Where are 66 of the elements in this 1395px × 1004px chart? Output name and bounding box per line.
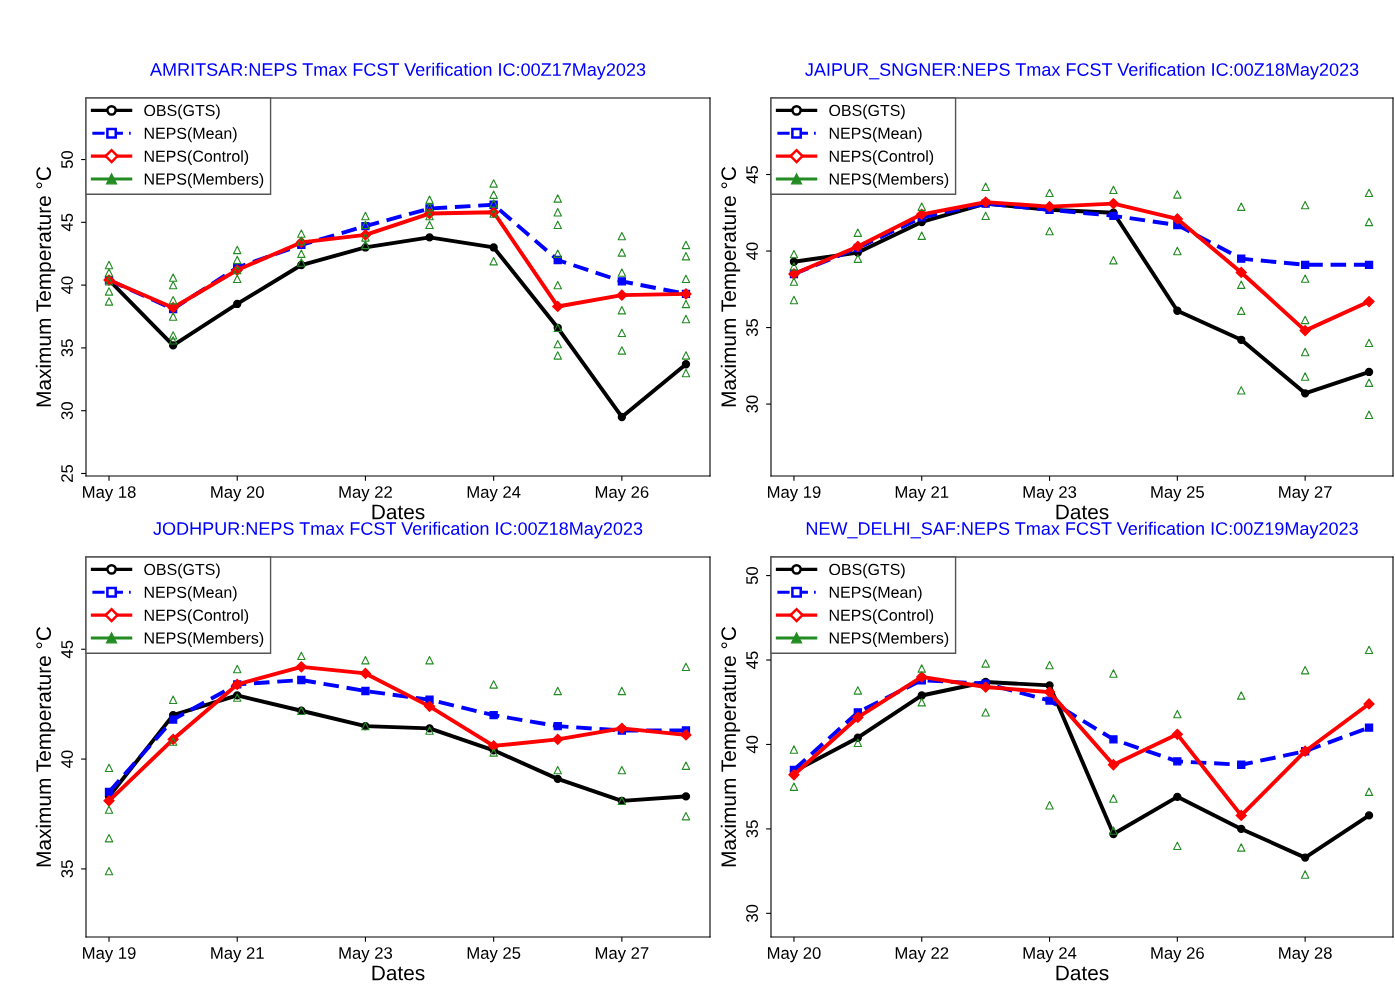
x-tick-label: May 27 xyxy=(1279,486,1332,502)
x-tick-label: May 24 xyxy=(467,486,521,502)
legend-label: NEPS(Mean) xyxy=(829,127,922,143)
legend-label: NEPS(Control) xyxy=(144,609,249,625)
x-tick-label: May 26 xyxy=(595,486,649,502)
legend-label: NEPS(Mean) xyxy=(144,127,237,143)
legend-label: NEPS(Control) xyxy=(829,609,934,625)
x-tick-label: May 27 xyxy=(595,947,649,963)
y-axis-title: Maximum Temperature °C xyxy=(35,626,56,867)
x-tick-label: May 20 xyxy=(211,486,264,502)
y-tick-label: 25 xyxy=(61,464,73,482)
y-tick-label: 35 xyxy=(61,860,73,878)
x-tick-label: May 21 xyxy=(895,486,949,502)
x-tick-label: May 25 xyxy=(1151,486,1204,502)
legend-label: NEPS(Members) xyxy=(144,173,264,188)
x-tick-label: May 22 xyxy=(339,486,392,502)
legend-label: NEPS(Members) xyxy=(829,173,949,188)
x-tick-label: May 21 xyxy=(211,947,264,963)
y-axis-title: Maximum Temperature °C xyxy=(720,166,741,407)
x-tick-label: May 28 xyxy=(1279,947,1332,963)
legend-label: OBS(GTS) xyxy=(829,563,905,579)
x-tick-label: May 20 xyxy=(767,947,821,963)
chart-title: JAIPUR_SNGNER:NEPS Tmax FCST Verification IC:00Z18May2023 xyxy=(805,62,1359,80)
x-axis-title: Dates xyxy=(1056,504,1109,520)
x-tick-label: May 26 xyxy=(1151,947,1204,963)
y-tick-label: 30 xyxy=(746,904,758,922)
legend-label: OBS(GTS) xyxy=(144,104,220,120)
x-tick-label: May 24 xyxy=(1023,947,1077,963)
y-tick-label: 45 xyxy=(61,640,73,659)
legend-label: OBS(GTS) xyxy=(829,104,905,120)
legend-label: OBS(GTS) xyxy=(144,563,220,579)
y-tick-label: 40 xyxy=(61,750,73,768)
x-tick-label: May 18 xyxy=(83,486,136,502)
legend-label: NEPS(Members) xyxy=(829,632,949,647)
x-tick-label: May 19 xyxy=(83,947,136,963)
y-tick-label: 45 xyxy=(746,165,758,184)
y-tick-label: 40 xyxy=(746,242,758,260)
x-axis-title: Dates xyxy=(372,504,425,520)
y-tick-label: 30 xyxy=(61,402,73,420)
chart-title: NEW_DELHI_SAF:NEPS Tmax FCST Verification IC:00Z19May2023 xyxy=(806,521,1358,539)
x-axis-title: Dates xyxy=(372,965,425,981)
legend-label: NEPS(Members) xyxy=(144,632,264,647)
x-axis-title: Dates xyxy=(1056,965,1109,981)
legend-label: NEPS(Mean) xyxy=(829,586,922,602)
x-tick-label: May 23 xyxy=(1023,486,1077,502)
legend-label: NEPS(Control) xyxy=(829,150,934,166)
legend-label: NEPS(Mean) xyxy=(144,586,237,602)
chart-title: AMRITSAR:NEPS Tmax FCST Verification IC:00Z17May2023 xyxy=(150,62,646,80)
y-tick-label: 45 xyxy=(61,213,73,232)
y-axis-title: Maximum Temperature °C xyxy=(720,626,741,867)
y-tick-label: 30 xyxy=(746,395,758,413)
y-tick-label: 35 xyxy=(746,820,758,838)
x-tick-label: May 25 xyxy=(467,947,521,963)
y-tick-label: 50 xyxy=(746,566,758,585)
x-tick-label: May 19 xyxy=(767,486,821,502)
y-axis-title: Maximum Temperature °C xyxy=(35,166,56,407)
y-tick-label: 40 xyxy=(746,735,758,754)
chart-title: JODHPUR:NEPS Tmax FCST Verification IC:00Z18May2023 xyxy=(153,521,643,539)
y-tick-label: 35 xyxy=(746,318,758,337)
y-tick-label: 50 xyxy=(61,150,73,169)
y-tick-label: 45 xyxy=(746,651,758,669)
x-tick-label: May 23 xyxy=(339,947,393,963)
x-tick-label: May 22 xyxy=(895,947,949,963)
y-tick-label: 40 xyxy=(61,276,73,294)
y-tick-label: 35 xyxy=(61,339,73,357)
legend-label: NEPS(Control) xyxy=(144,150,249,166)
